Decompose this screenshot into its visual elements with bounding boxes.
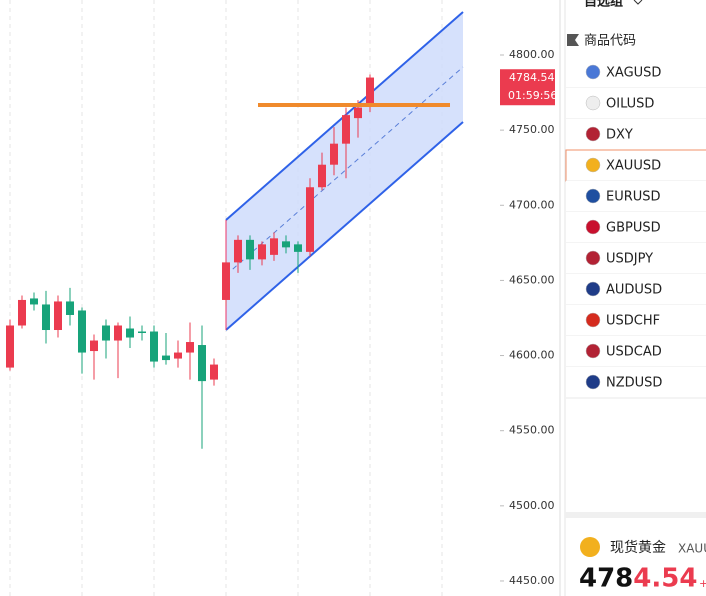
candle-body: [330, 143, 338, 165]
candle-body: [6, 325, 14, 368]
symbol-icon: [585, 95, 601, 111]
candle-body: [54, 301, 62, 331]
candle-body: [126, 328, 134, 338]
price-tag: [500, 69, 555, 106]
symbol-label: XAGUSD: [606, 66, 661, 81]
candle-body: [174, 352, 182, 359]
y-tick-label: 4600.00: [509, 349, 555, 362]
symbol-icon: [585, 219, 601, 235]
symbol-icon: [585, 157, 601, 173]
symbol-icon: [585, 312, 601, 328]
candle-body: [354, 107, 362, 119]
change-sign: +: [699, 577, 706, 590]
candle-body: [162, 355, 170, 361]
candle-body: [294, 244, 302, 252]
price-tail: 4.54: [633, 564, 697, 594]
symbol-label: GBPUSD: [606, 221, 661, 236]
candle-body: [222, 262, 230, 300]
candle-body: [246, 239, 254, 260]
candle-body: [198, 345, 206, 382]
symbol-icon: [585, 343, 601, 359]
candle-body: [306, 187, 314, 252]
price-tag-value: 4784.54: [509, 71, 555, 84]
symbol-icon: [585, 374, 601, 390]
chevron[interactable]: [633, 0, 643, 5]
quote-symbol: XAUUSD: [678, 542, 706, 556]
y-tick-label: 4750.00: [509, 123, 555, 136]
channel-lower: [225, 121, 464, 331]
y-tick-label: 4500.00: [509, 499, 555, 512]
quote-name: 现货黄金: [610, 539, 666, 556]
candle-body: [90, 340, 98, 352]
symbol-label: OILUSD: [606, 97, 654, 112]
symbol-icon: [585, 126, 601, 142]
candle-body: [114, 325, 122, 341]
symbol-label: USDJPY: [606, 252, 653, 267]
candle-body: [18, 299, 26, 326]
candles: [6, 74, 374, 449]
candle-body: [366, 77, 374, 105]
symbol-icon: [585, 281, 601, 297]
candle-body: [270, 238, 278, 255]
symbol-label: NZDUSD: [606, 376, 662, 391]
channel-mid: [225, 66, 464, 276]
symbol-icon: [585, 188, 601, 204]
candle-body: [42, 304, 50, 331]
y-tick-label: 4450.00: [509, 574, 555, 587]
symbol-label: DXY: [606, 128, 633, 143]
group-title[interactable]: 自选组: [584, 0, 623, 10]
candle-body: [102, 325, 110, 341]
symbol-label: EURUSD: [606, 190, 661, 205]
y-tick-label: 4700.00: [509, 198, 555, 211]
divider: [565, 512, 706, 518]
candle-body: [258, 244, 266, 260]
candle-body: [318, 164, 326, 188]
symbol-label: AUDUSD: [606, 283, 662, 298]
candle-body: [234, 239, 242, 263]
column-header: 商品代码: [584, 34, 636, 49]
header-icon: [567, 34, 579, 46]
y-tick-label: 4550.00: [509, 424, 555, 437]
candle-body: [186, 342, 194, 353]
symbol-icon: [585, 250, 601, 266]
countdown: 01:59:56: [508, 89, 557, 102]
candle-body: [210, 364, 218, 380]
symbol-icon: [585, 64, 601, 80]
candle-body: [66, 301, 74, 315]
y-tick-label: 4800.00: [509, 48, 555, 61]
candle-body: [30, 298, 38, 305]
symbol-label: USDCAD: [606, 345, 662, 360]
gold-icon: [580, 537, 600, 557]
candle-body: [150, 331, 158, 362]
candle-body: [138, 331, 146, 334]
candle-body: [342, 115, 350, 144]
price-main: 478: [579, 564, 633, 594]
symbol-label: XAUUSD: [606, 159, 661, 174]
y-tick-label: 4650.00: [509, 273, 555, 286]
candle-body: [282, 241, 290, 248]
symbol-label: USDCHF: [606, 314, 660, 329]
candle-body: [78, 310, 86, 353]
